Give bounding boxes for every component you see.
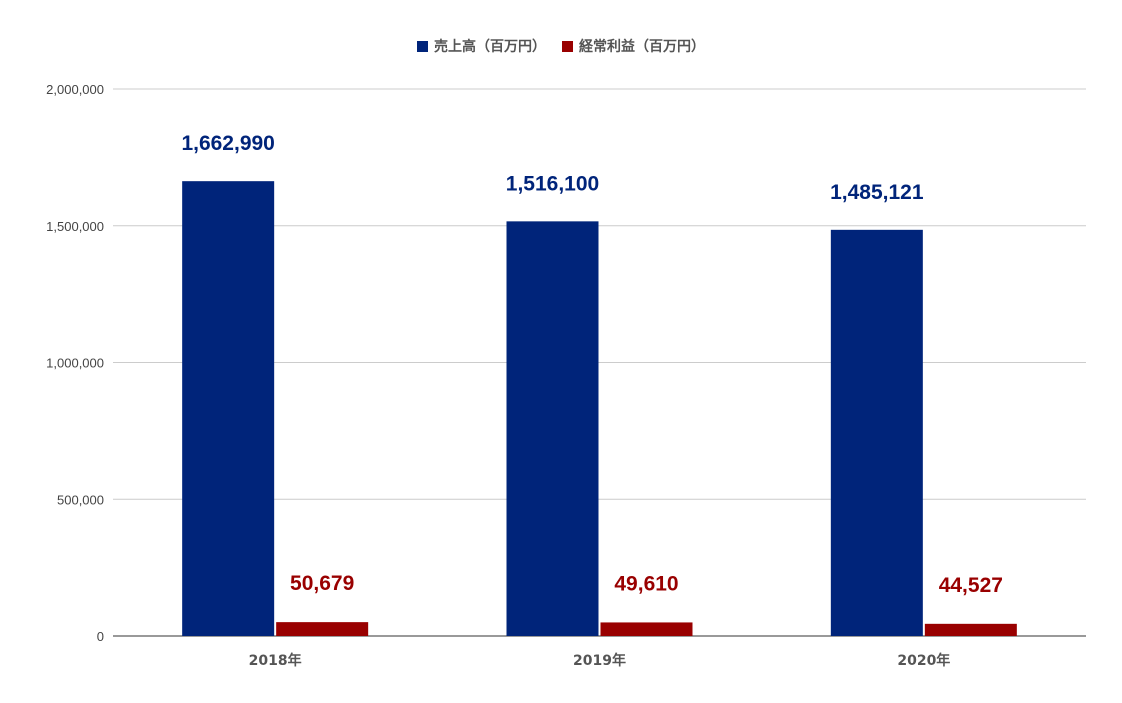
data-label-sales: 1,516,100 [506, 172, 599, 195]
y-tick-label: 1,500,000 [46, 219, 104, 234]
legend-swatch-profit [562, 40, 573, 52]
data-label-profit: 44,527 [939, 574, 1003, 597]
x-tick-label: 2019年 [573, 652, 626, 669]
y-tick-label: 0 [97, 629, 104, 644]
bar-profit [276, 622, 369, 636]
y-tick-label: 1,000,000 [46, 356, 104, 371]
legend: 売上高（百万円） 経常利益（百万円） [0, 36, 1122, 56]
bar-sales [182, 181, 275, 636]
x-tick-label: 2020年 [897, 652, 950, 669]
bar-sales [506, 221, 599, 636]
bar-profit [600, 622, 693, 636]
legend-swatch-sales [417, 40, 428, 52]
legend-item-profit: 経常利益（百万円） [562, 36, 705, 56]
data-label-profit: 49,610 [614, 572, 678, 595]
legend-label-sales: 売上高（百万円） [434, 39, 546, 55]
legend-label-profit: 経常利益（百万円） [579, 39, 705, 55]
data-label-sales: 1,485,121 [830, 181, 924, 204]
legend-item-sales: 売上高（百万円） [417, 36, 546, 56]
y-tick-label: 2,000,000 [46, 82, 104, 97]
bar-profit [924, 623, 1017, 636]
data-label-sales: 1,662,990 [181, 132, 274, 155]
y-tick-label: 500,000 [57, 492, 104, 507]
x-tick-label: 2018年 [249, 652, 302, 669]
bar-sales [830, 229, 923, 637]
data-label-profit: 50,679 [290, 572, 354, 595]
